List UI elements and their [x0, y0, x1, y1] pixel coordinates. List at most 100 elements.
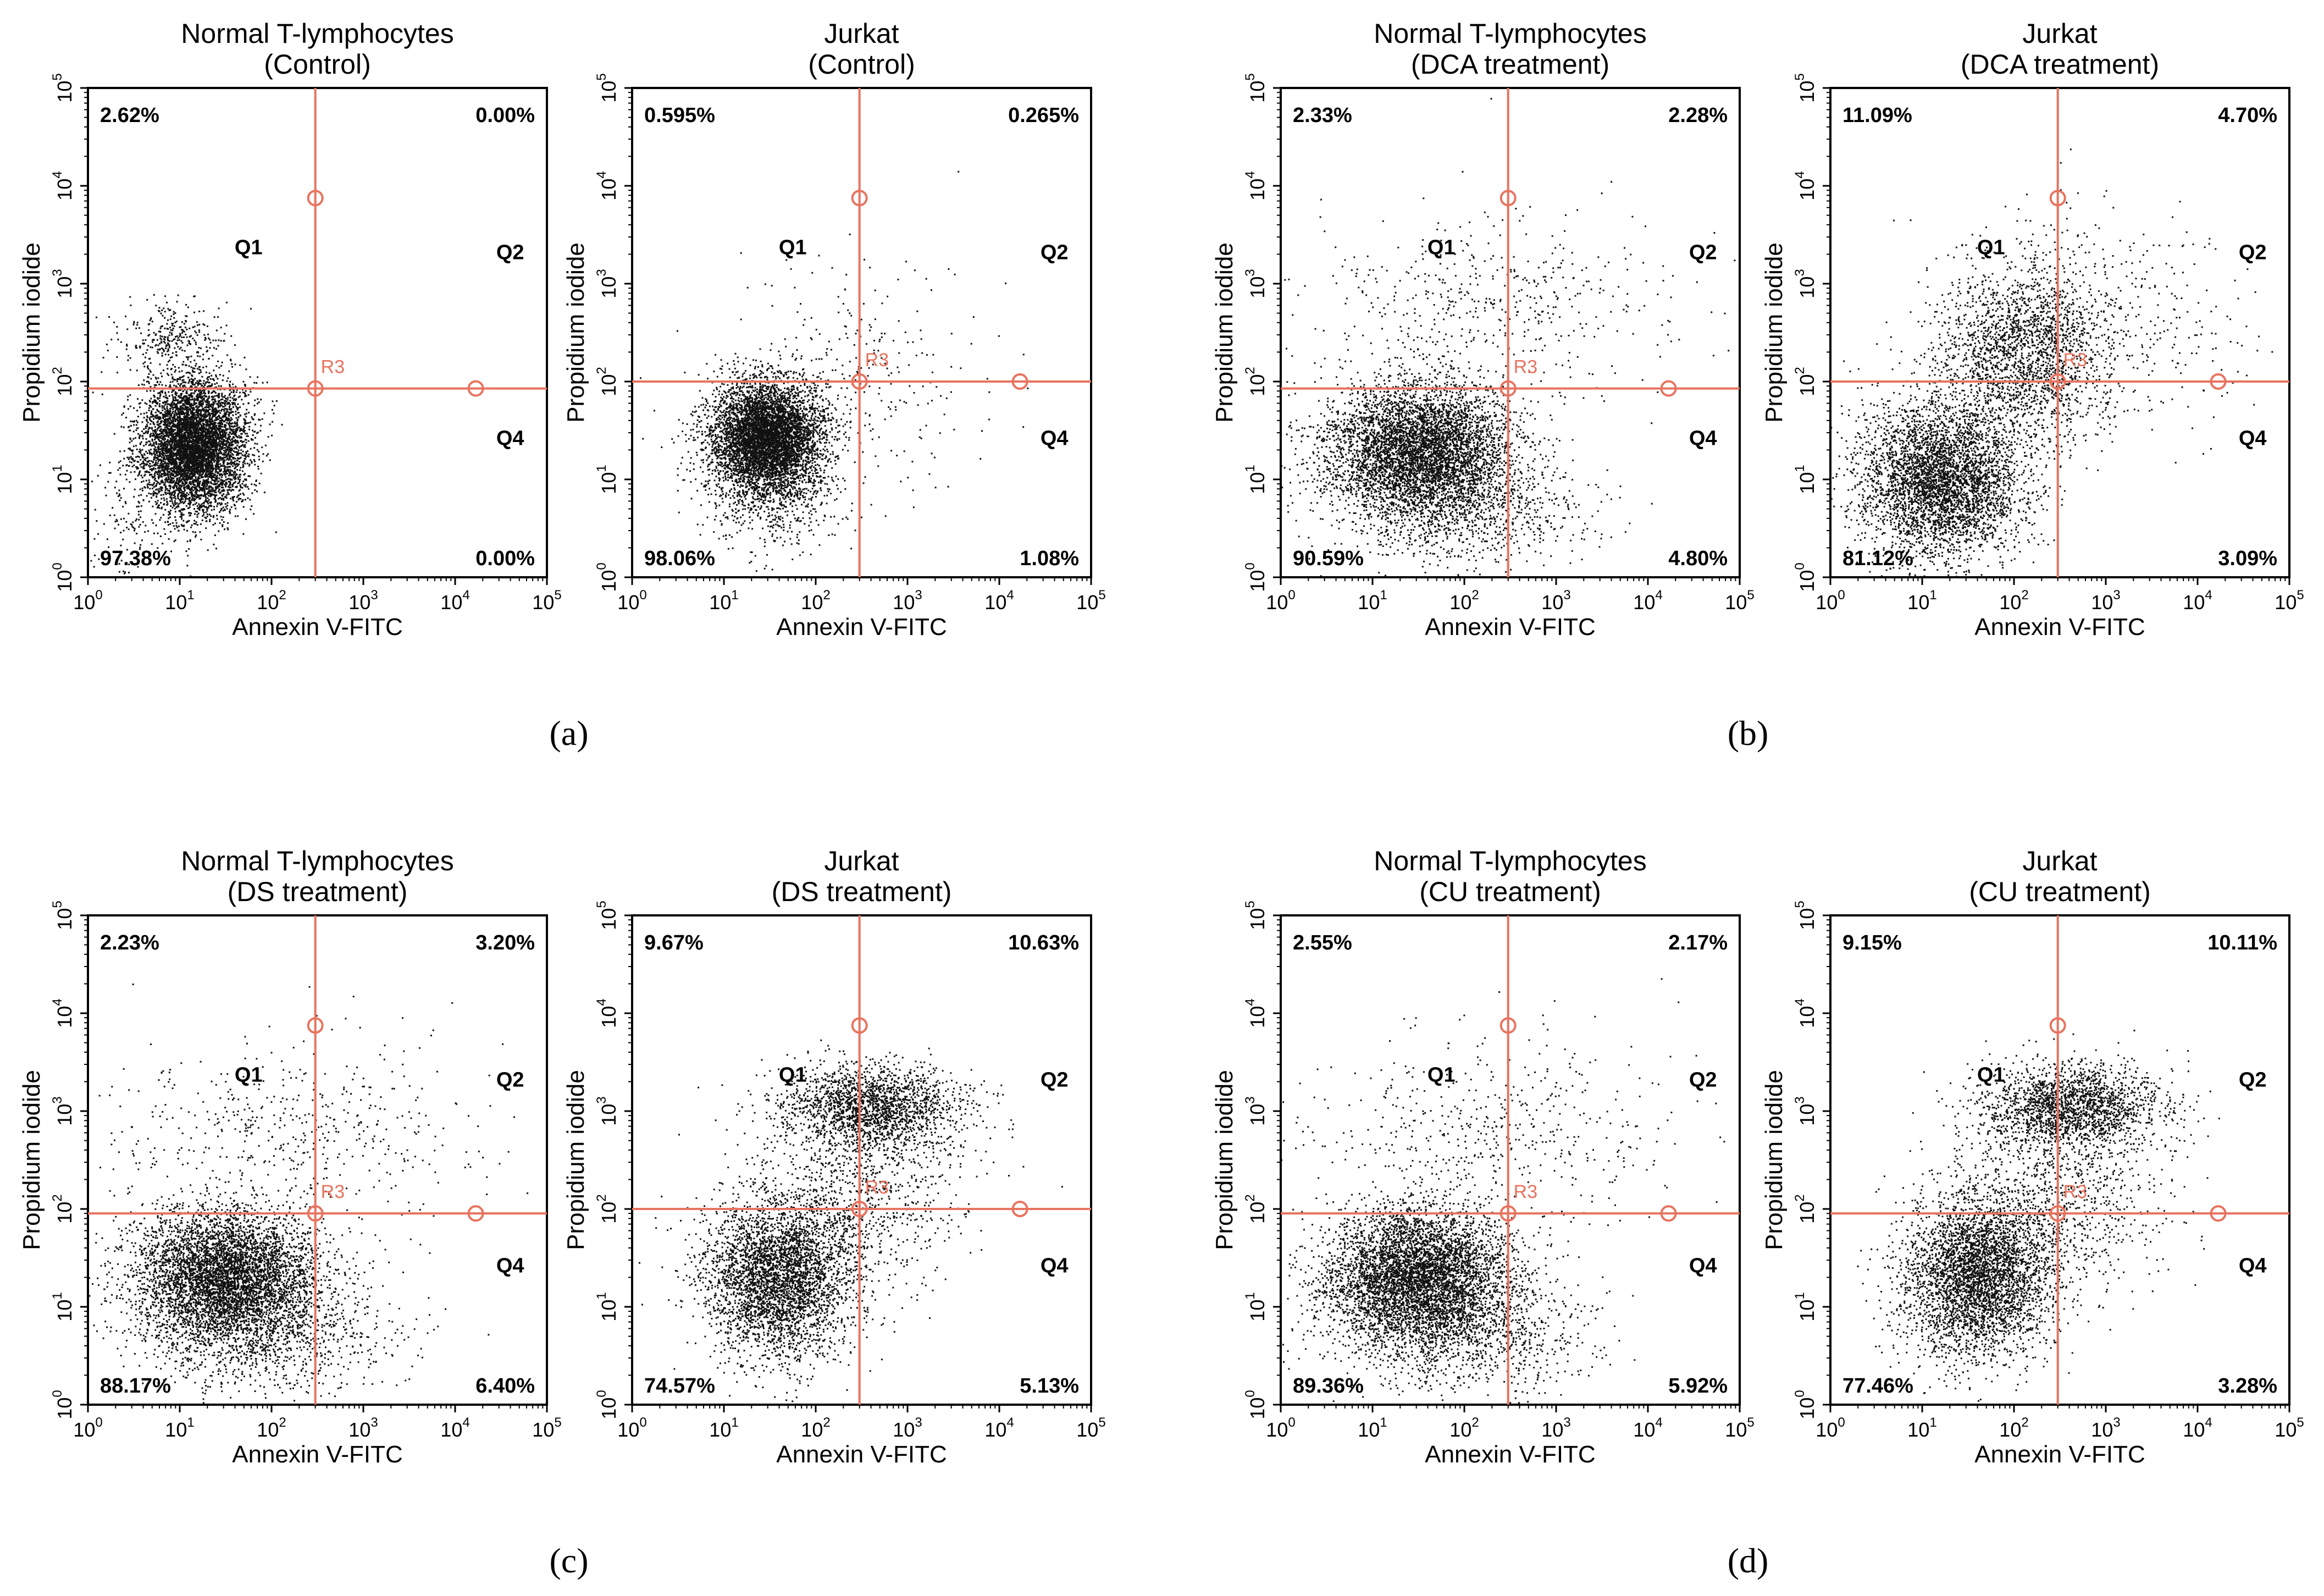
- quadrant-label-q2: Q2: [1689, 1069, 1717, 1092]
- chart-title-line-2: (DCA treatment): [1961, 49, 2159, 80]
- quadrant-label-q4: Q4: [2239, 1255, 2267, 1278]
- pct-lower-right: 5.13%: [1020, 1374, 1079, 1398]
- gate-label: R3: [2063, 1181, 2087, 1202]
- quadrant-label-q1: Q1: [1427, 236, 1456, 259]
- x-axis-label: Annexin V-FITC: [1425, 1441, 1596, 1468]
- pct-lower-right: 4.80%: [1668, 547, 1728, 570]
- y-axis-label: Propidium iodide: [1211, 1070, 1238, 1250]
- gate-top-handle: [2049, 190, 2066, 207]
- gate-label: R3: [321, 357, 345, 378]
- quadrant-label-q1: Q1: [779, 236, 807, 259]
- y-axis-label: Propidium iodide: [18, 242, 45, 423]
- pct-upper-left: 2.23%: [100, 931, 159, 954]
- quadrant-label-q4: Q4: [1689, 1255, 1717, 1278]
- panel-labels: (a) (b) (c) (d): [549, 714, 1768, 1580]
- gate-top-handle: [307, 190, 324, 207]
- y-axis-label: Propidium iodide: [1211, 242, 1238, 423]
- pct-upper-right: 10.11%: [2207, 931, 2277, 954]
- scatter-plot-1: 100100101101102102103103104104105105Anne…: [18, 18, 562, 640]
- gate-right-handle: [1660, 1205, 1677, 1222]
- gate-label: R3: [865, 350, 889, 371]
- quadrant-label-q2: Q2: [1689, 241, 1717, 264]
- scatter-points: [88, 984, 529, 1404]
- gate-center-handle: [1499, 380, 1517, 397]
- y-axis-label: Propidium iodide: [1761, 242, 1788, 423]
- chart-title-line-1: Jurkat: [824, 846, 899, 876]
- scatter-points: [1830, 148, 2273, 577]
- pct-upper-left: 0.595%: [644, 104, 715, 127]
- x-tick-label: 102: [801, 1415, 830, 1441]
- y-tick-label: 100: [50, 562, 76, 592]
- x-tick-label: 105: [1725, 1415, 1754, 1441]
- plot-frame: [1829, 914, 2290, 1406]
- x-tick-label: 104: [440, 588, 469, 614]
- gate-label: R3: [2063, 350, 2087, 371]
- gate-center-handle: [2049, 373, 2066, 390]
- chart-title-line-2: (DCA treatment): [1411, 49, 1609, 80]
- pct-lower-right: 3.09%: [2218, 547, 2277, 570]
- x-axis-label: Annexin V-FITC: [232, 1441, 403, 1468]
- gate-label: R3: [1514, 1181, 1537, 1202]
- scatter-plot-8: 100100101101102102103103104104105105Anne…: [1761, 846, 2304, 1468]
- chart-title-line-2: (CU treatment): [1969, 876, 2151, 907]
- panel-label-a: (a): [549, 714, 588, 753]
- quadrant-label-q1: Q1: [779, 1064, 807, 1087]
- gate-right-handle: [1011, 1201, 1028, 1217]
- plot-frame: [1280, 87, 1741, 578]
- gate-right-handle: [2210, 1205, 2227, 1222]
- quadrant-label-q2: Q2: [2239, 241, 2267, 264]
- y-tick-label: 101: [1243, 465, 1269, 494]
- x-axis-label: Annexin V-FITC: [776, 1441, 947, 1468]
- x-axis-label: Annexin V-FITC: [1974, 1441, 2145, 1468]
- y-tick-label: 101: [1792, 465, 1818, 494]
- pct-lower-right: 6.40%: [475, 1374, 535, 1398]
- pct-lower-left: 89.36%: [1293, 1374, 1364, 1398]
- scatter-plot-5: 100100101101102102103103104104105105Anne…: [18, 846, 562, 1468]
- pct-upper-right: 4.70%: [2218, 104, 2277, 127]
- pct-lower-left: 97.38%: [100, 547, 171, 570]
- pct-lower-right: 1.08%: [1020, 547, 1079, 570]
- quadrant-label-q2: Q2: [1041, 1069, 1069, 1092]
- chart-title-line-2: (DS treatment): [772, 876, 952, 907]
- plot-frame: [1829, 87, 2290, 578]
- scatter-points: [1857, 1030, 2220, 1405]
- scatter-plot-6: 100100101101102102103103104104105105Anne…: [562, 846, 1106, 1468]
- chart-title-line-1: Jurkat: [2022, 18, 2097, 49]
- x-tick-label: 103: [1541, 1415, 1570, 1441]
- gate-top-handle: [1499, 190, 1517, 207]
- pct-lower-right: 5.92%: [1668, 1374, 1728, 1398]
- quadrant-label-q1: Q1: [235, 1064, 263, 1087]
- scatter-plots: 100100101101102102103103104104105105Anne…: [18, 18, 2304, 1468]
- pct-upper-right: 0.00%: [475, 104, 535, 127]
- quadrant-label-q2: Q2: [2239, 1069, 2267, 1092]
- gate-top-handle: [1499, 1017, 1517, 1034]
- gate-right-handle: [467, 1205, 484, 1222]
- gate-right-handle: [1011, 373, 1028, 390]
- x-axis-label: Annexin V-FITC: [1425, 614, 1596, 640]
- gate-center-handle: [307, 1205, 324, 1222]
- pct-upper-right: 10.63%: [1008, 931, 1079, 954]
- chart-title-line-2: (CU treatment): [1419, 876, 1601, 907]
- panel-label-d: (d): [1728, 1541, 1769, 1580]
- gate-right-handle: [467, 380, 484, 397]
- quadrant-label-q4: Q4: [1041, 1255, 1069, 1278]
- quadrant-label-q2: Q2: [496, 1069, 524, 1092]
- pct-lower-left: 98.06%: [644, 547, 715, 570]
- scatter-points: [640, 170, 1029, 572]
- quadrant-label-q4: Q4: [1041, 427, 1069, 450]
- gate-top-handle: [307, 1017, 324, 1034]
- y-axis-label: Propidium iodide: [18, 1070, 45, 1250]
- pct-lower-right: 0.00%: [475, 547, 535, 570]
- x-tick-label: 101: [1358, 1415, 1387, 1441]
- pct-lower-left: 90.59%: [1293, 547, 1364, 570]
- chart-title-line-1: Normal T-lymphocytes: [1374, 18, 1646, 49]
- plot-frame: [631, 914, 1092, 1406]
- y-tick-label: 101: [50, 465, 76, 494]
- pct-upper-right: 2.17%: [1668, 931, 1728, 954]
- chart-title-line-2: (Control): [264, 49, 370, 80]
- x-tick-label: 103: [893, 1415, 922, 1441]
- plot-frame: [1280, 914, 1741, 1406]
- pct-upper-left: 9.15%: [1842, 931, 1902, 954]
